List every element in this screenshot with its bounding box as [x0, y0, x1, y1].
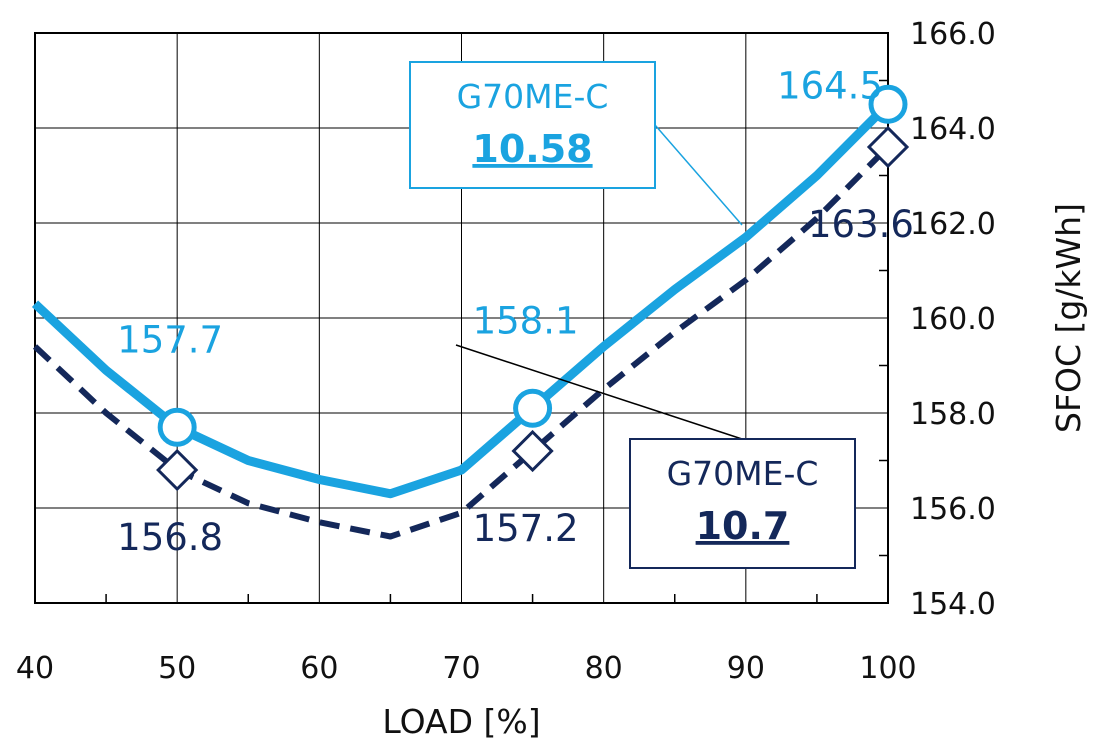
- y-tick-label: 154.0: [910, 587, 996, 622]
- legend-box-value: 10.58: [472, 127, 592, 171]
- x-tick-label: 70: [442, 651, 480, 686]
- legend-box-value: 10.7: [696, 504, 790, 548]
- data-label-10-58: 157.7: [117, 318, 223, 361]
- legend-box-model: G70ME-C: [667, 454, 819, 493]
- x-axis-title: LOAD [%]: [382, 702, 540, 739]
- leader-line: [654, 124, 743, 226]
- leader-line: [455, 344, 743, 440]
- diamond-marker: [866, 125, 910, 169]
- x-tick-label: 50: [158, 651, 196, 686]
- plot-frame: [34, 32, 889, 604]
- legend-box: [409, 61, 656, 189]
- x-tick-labels: 40 50 60 70 80 90 100: [16, 651, 917, 686]
- legend-box: [629, 438, 856, 569]
- series-layer: [31, 84, 910, 540]
- data-label-10-7: 163.6: [808, 203, 914, 246]
- circle-marker: [157, 407, 197, 447]
- ticks: [105, 79, 888, 603]
- point-labels: 157.7 158.1 164.5 156.8 157.2 163.6: [117, 64, 914, 559]
- data-label-10-58: 158.1: [473, 299, 579, 342]
- x-tick-label: 60: [300, 651, 338, 686]
- x-tick-label: 40: [16, 651, 54, 686]
- y-axis-title: SFOC [g/kWh]: [1049, 203, 1088, 433]
- y-tick-label: 166.0: [910, 17, 996, 52]
- y-tick-label: 160.0: [910, 302, 996, 337]
- data-label-10-7: 156.8: [117, 516, 223, 559]
- diamond-marker: [156, 448, 199, 492]
- y-tick-label: 162.0: [910, 207, 996, 242]
- circle-marker: [513, 388, 553, 428]
- circle-marker: [868, 84, 908, 124]
- data-label-10-58: 164.5: [777, 64, 883, 107]
- y-tick-label: 156.0: [910, 492, 996, 527]
- connectors: [455, 124, 743, 440]
- x-tick-label: 100: [859, 651, 916, 686]
- x-tick-label: 90: [727, 651, 765, 686]
- legend-box-model: G70ME-C: [457, 77, 609, 116]
- data-label-10-7: 157.2: [473, 507, 579, 550]
- x-tick-label: 80: [585, 651, 623, 686]
- y-tick-labels: 166.0 164.0 162.0 160.0 158.0 156.0 154.0: [910, 17, 996, 622]
- y-tick-label: 158.0: [910, 397, 996, 432]
- legend-boxes: G70ME-C 10.58 G70ME-C 10.7: [409, 61, 856, 569]
- diamond-marker: [511, 429, 554, 473]
- y-tick-label: 164.0: [910, 112, 996, 147]
